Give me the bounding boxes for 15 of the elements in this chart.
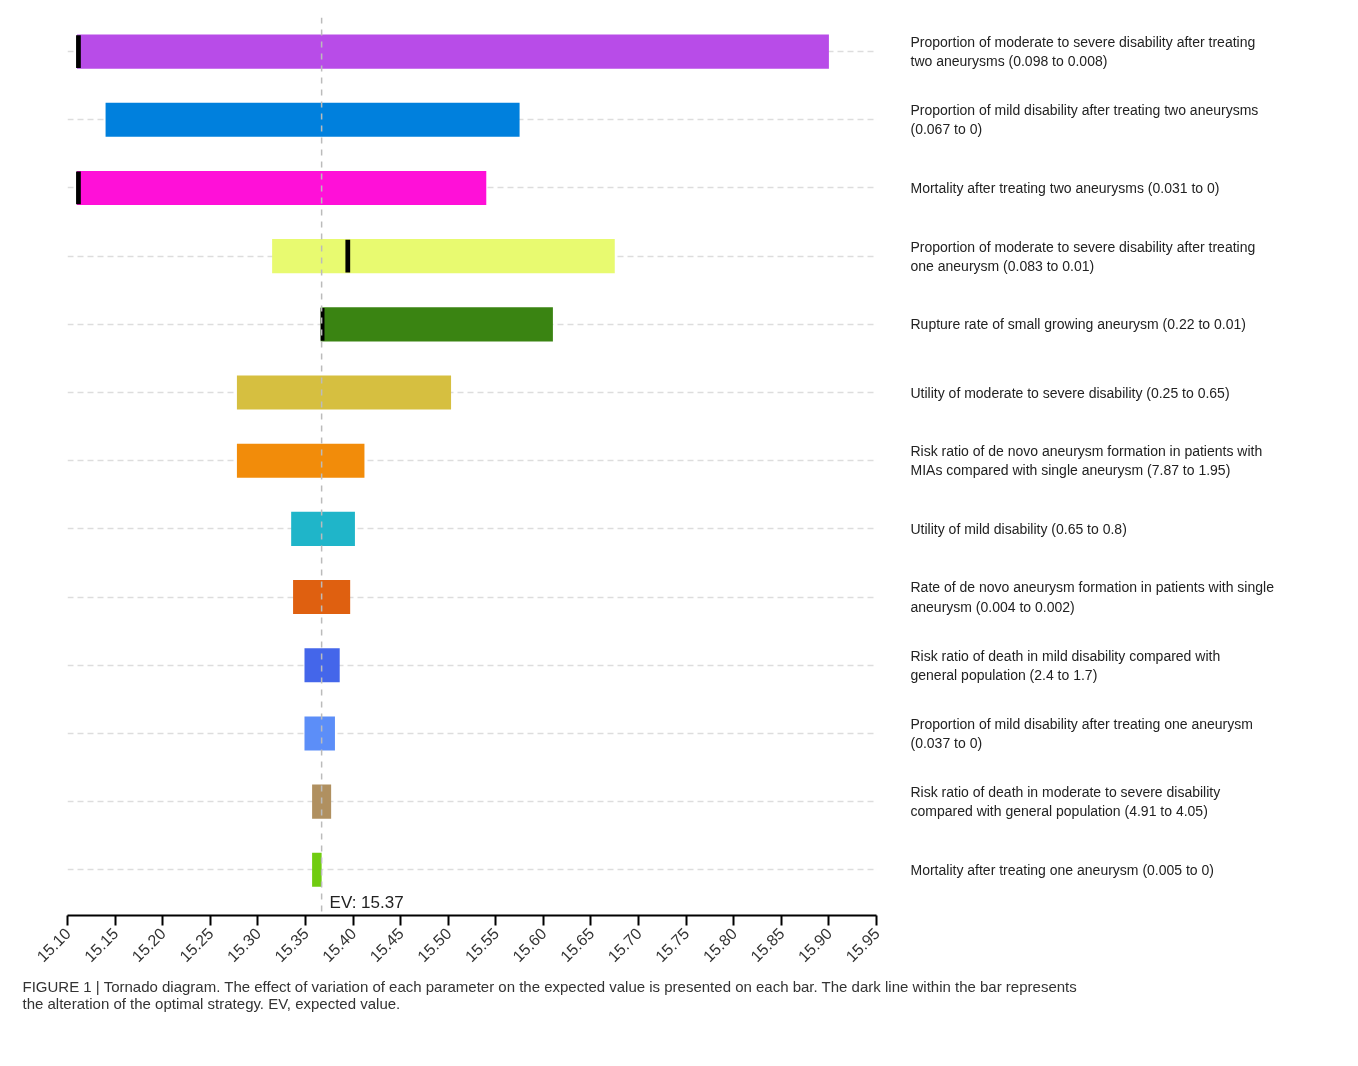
y-tick-label: Proportion of moderate to severe disability after treating one aneurysm (0.083 to 0.01) [910, 238, 1256, 274]
y-tick-label: Mortality after treating one aneurysm (0.005 to 0) [910, 861, 1214, 878]
y-tick-label: Risk ratio of de novo aneurysm formation in patients with MIAs compared with single aneurysm (7.87 to 1.95) [910, 443, 1263, 479]
y-tick-label: Utility of mild disability (0.65 to 0.8) [910, 520, 1127, 537]
caption: FIGURE 1 | Tornado diagram. The effect of variation of each parameter on the expected value is presented on each bar. The dark line within the bar represents the alteration of the optimal strategy. EV, expected value. [22, 977, 1077, 1012]
y-tick-label: Proportion of mild disability after treating two aneurysms (0.067 to 0) [910, 102, 1259, 138]
ref-line-label: EV: 15.37 [329, 892, 404, 912]
y-tick-label: Risk ratio of death in moderate to severe disability compared with general population (4.91 to 4.05) [910, 784, 1221, 820]
y-tick-label: Mortality after treating two aneurysms (0.031 to 0) [910, 179, 1220, 196]
y-tick-label: Utility of moderate to severe disability (0.25 to 0.65) [910, 384, 1230, 401]
y-tick-label: Risk ratio of death in mild disability compared with general population (2.4 to 1.7) [910, 647, 1221, 683]
y-tick-label: Rupture rate of small growing aneurysm (0.22 to 0.01) [910, 316, 1246, 333]
y-tick-label: Proportion of mild disability after treating one aneurysm (0.037 to 0) [910, 715, 1253, 752]
y-tick-label: Rate of de novo aneurysm formation in patients with single aneurysm (0.004 to 0.002) [910, 579, 1275, 615]
y-tick-label: Proportion of moderate to severe disability after treating two aneurysms (0.098 to 0.008) [910, 33, 1256, 70]
